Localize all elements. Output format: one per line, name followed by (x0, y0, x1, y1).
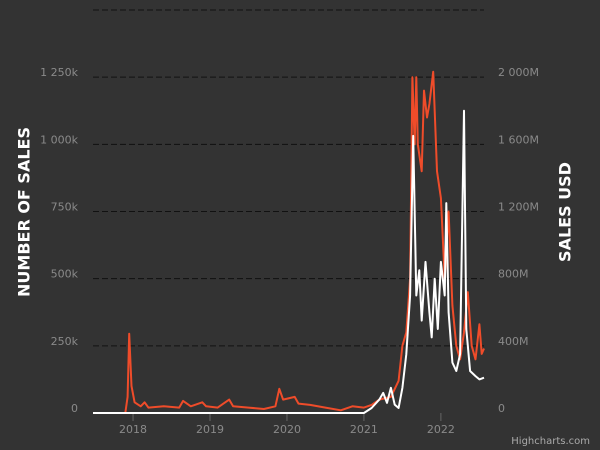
y2-axis-title: SALES USD (556, 162, 575, 262)
y-tick-label: 1 000k (40, 133, 78, 146)
y-tick-label: 1 250k (40, 66, 78, 79)
y-tick-label: 750k (51, 201, 79, 214)
y2-tick-label: 1 600M (498, 133, 539, 146)
y2-tick-label: 800M (498, 268, 529, 281)
y2-tick-label: 0 (498, 402, 505, 415)
y-tick-label: 250k (51, 335, 79, 348)
x-tick-label: 2020 (273, 423, 301, 436)
line-series (124, 70, 485, 414)
y-axis-title: NUMBER OF SALES (15, 127, 34, 297)
x-tick-label: 2019 (196, 423, 224, 436)
x-tick-label: 2021 (350, 423, 378, 436)
y-tick-label: 500k (51, 268, 79, 281)
y2-tick-label: 1 200M (498, 201, 539, 214)
y2-tick-label: 2 000M (498, 66, 539, 79)
line-series (93, 109, 485, 414)
y-tick-label: 0 (71, 402, 78, 415)
credit[interactable]: Highcharts.com (511, 436, 590, 447)
y2-tick-label: 400M (498, 335, 529, 348)
x-tick-label: 2018 (119, 423, 147, 436)
x-tick-label: 2022 (427, 423, 455, 436)
